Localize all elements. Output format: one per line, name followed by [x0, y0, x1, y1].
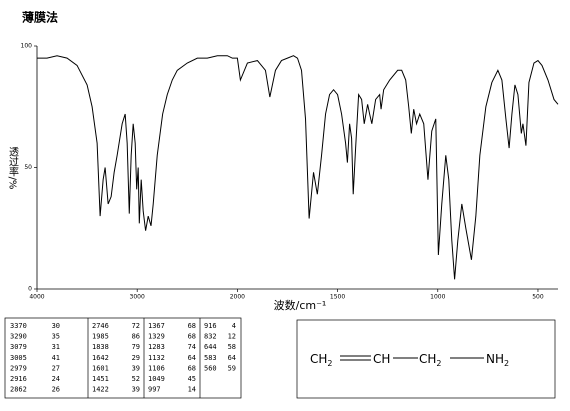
y-tick-label: 0 — [28, 286, 32, 293]
peak-wavenumber: 1422 — [92, 386, 109, 394]
peak-wavenumber: 1451 — [92, 375, 109, 383]
group-subscript: 2 — [327, 359, 332, 368]
peak-wavenumber: 2862 — [10, 386, 27, 394]
peak-wavenumber: 1049 — [148, 375, 165, 383]
peak-transmittance: 35 — [52, 333, 60, 341]
peak-wavenumber: 2916 — [10, 375, 27, 383]
structure-group: NH2 — [486, 352, 509, 368]
peak-transmittance: 59 — [228, 364, 236, 372]
peak-wavenumber: 1985 — [92, 333, 109, 341]
peak-wavenumber: 1601 — [92, 364, 109, 372]
group-subscript: 2 — [436, 359, 441, 368]
peak-transmittance: 52 — [132, 375, 140, 383]
peak-transmittance: 29 — [132, 354, 140, 362]
peak-transmittance: 14 — [188, 386, 196, 394]
peak-transmittance: 68 — [188, 333, 196, 341]
group-text: CH — [373, 352, 390, 366]
peak-transmittance: 68 — [188, 322, 196, 330]
peak-transmittance: 31 — [52, 343, 60, 351]
group-text: NH — [486, 352, 504, 366]
peak-wavenumber: 2746 — [92, 322, 109, 330]
structure-group: CH — [373, 352, 390, 366]
peak-wavenumber: 2979 — [10, 364, 27, 372]
peak-transmittance: 86 — [132, 333, 140, 341]
peak-transmittance: 64 — [228, 354, 236, 362]
structure-group: CH2 — [419, 352, 442, 368]
y-tick-label: 100 — [21, 43, 33, 50]
peak-wavenumber: 1838 — [92, 343, 109, 351]
peak-transmittance: 41 — [52, 354, 60, 362]
x-tick-label: 1000 — [430, 294, 445, 301]
spectrum-line — [37, 55, 559, 280]
peak-table-frame — [4, 317, 242, 399]
peak-wavenumber: 1106 — [148, 364, 165, 372]
peak-wavenumber: 1283 — [148, 343, 165, 351]
structure: CH2 CH CH2 NH2 — [310, 352, 509, 368]
peak-wavenumber: 916 — [204, 322, 217, 330]
peak-transmittance: 45 — [188, 375, 196, 383]
structure-frame — [296, 319, 556, 399]
peak-transmittance: 4 — [232, 322, 236, 330]
peak-transmittance: 39 — [132, 386, 140, 394]
peak-wavenumber: 832 — [204, 333, 217, 341]
chart-title: 薄膜法 — [22, 10, 58, 25]
peak-wavenumber: 644 — [204, 343, 217, 351]
y-tick-label: 50 — [24, 164, 32, 171]
peak-wavenumber: 1329 — [148, 333, 165, 341]
group-subscript: 2 — [504, 359, 509, 368]
x-axis-label: 波数/cm⁻¹ — [274, 299, 327, 312]
peak-transmittance: 58 — [228, 343, 236, 351]
group-text: CH — [310, 352, 327, 366]
group-text: CH — [419, 352, 436, 366]
peak-transmittance: 39 — [132, 364, 140, 372]
x-tick-label: 1500 — [330, 294, 345, 301]
peak-wavenumber: 3290 — [10, 333, 27, 341]
peak-transmittance: 74 — [188, 343, 196, 351]
peak-transmittance: 12 — [228, 333, 236, 341]
x-tick-label: 3000 — [130, 294, 145, 301]
peak-wavenumber: 3079 — [10, 343, 27, 351]
peak-wavenumber: 1642 — [92, 354, 109, 362]
peak-wavenumber: 583 — [204, 354, 217, 362]
peak-wavenumber: 3370 — [10, 322, 27, 330]
structure-group: CH2 — [310, 352, 333, 368]
peak-wavenumber: 997 — [148, 386, 161, 394]
peak-transmittance: 30 — [52, 322, 60, 330]
peak-transmittance: 26 — [52, 386, 60, 394]
x-tick-label: 4000 — [29, 294, 44, 301]
y-axis-label: 透过率/% — [7, 146, 19, 189]
peak-wavenumber: 560 — [204, 364, 217, 372]
peak-transmittance: 79 — [132, 343, 140, 351]
peak-wavenumber: 3005 — [10, 354, 27, 362]
peak-transmittance: 27 — [52, 364, 60, 372]
peak-wavenumber: 1367 — [148, 322, 165, 330]
x-tick-label: 500 — [532, 294, 544, 301]
peak-transmittance: 72 — [132, 322, 140, 330]
peak-transmittance: 64 — [188, 354, 196, 362]
peak-transmittance: 24 — [52, 375, 60, 383]
peak-transmittance: 68 — [188, 364, 196, 372]
peak-wavenumber: 1132 — [148, 354, 165, 362]
x-tick-label: 2000 — [230, 294, 245, 301]
